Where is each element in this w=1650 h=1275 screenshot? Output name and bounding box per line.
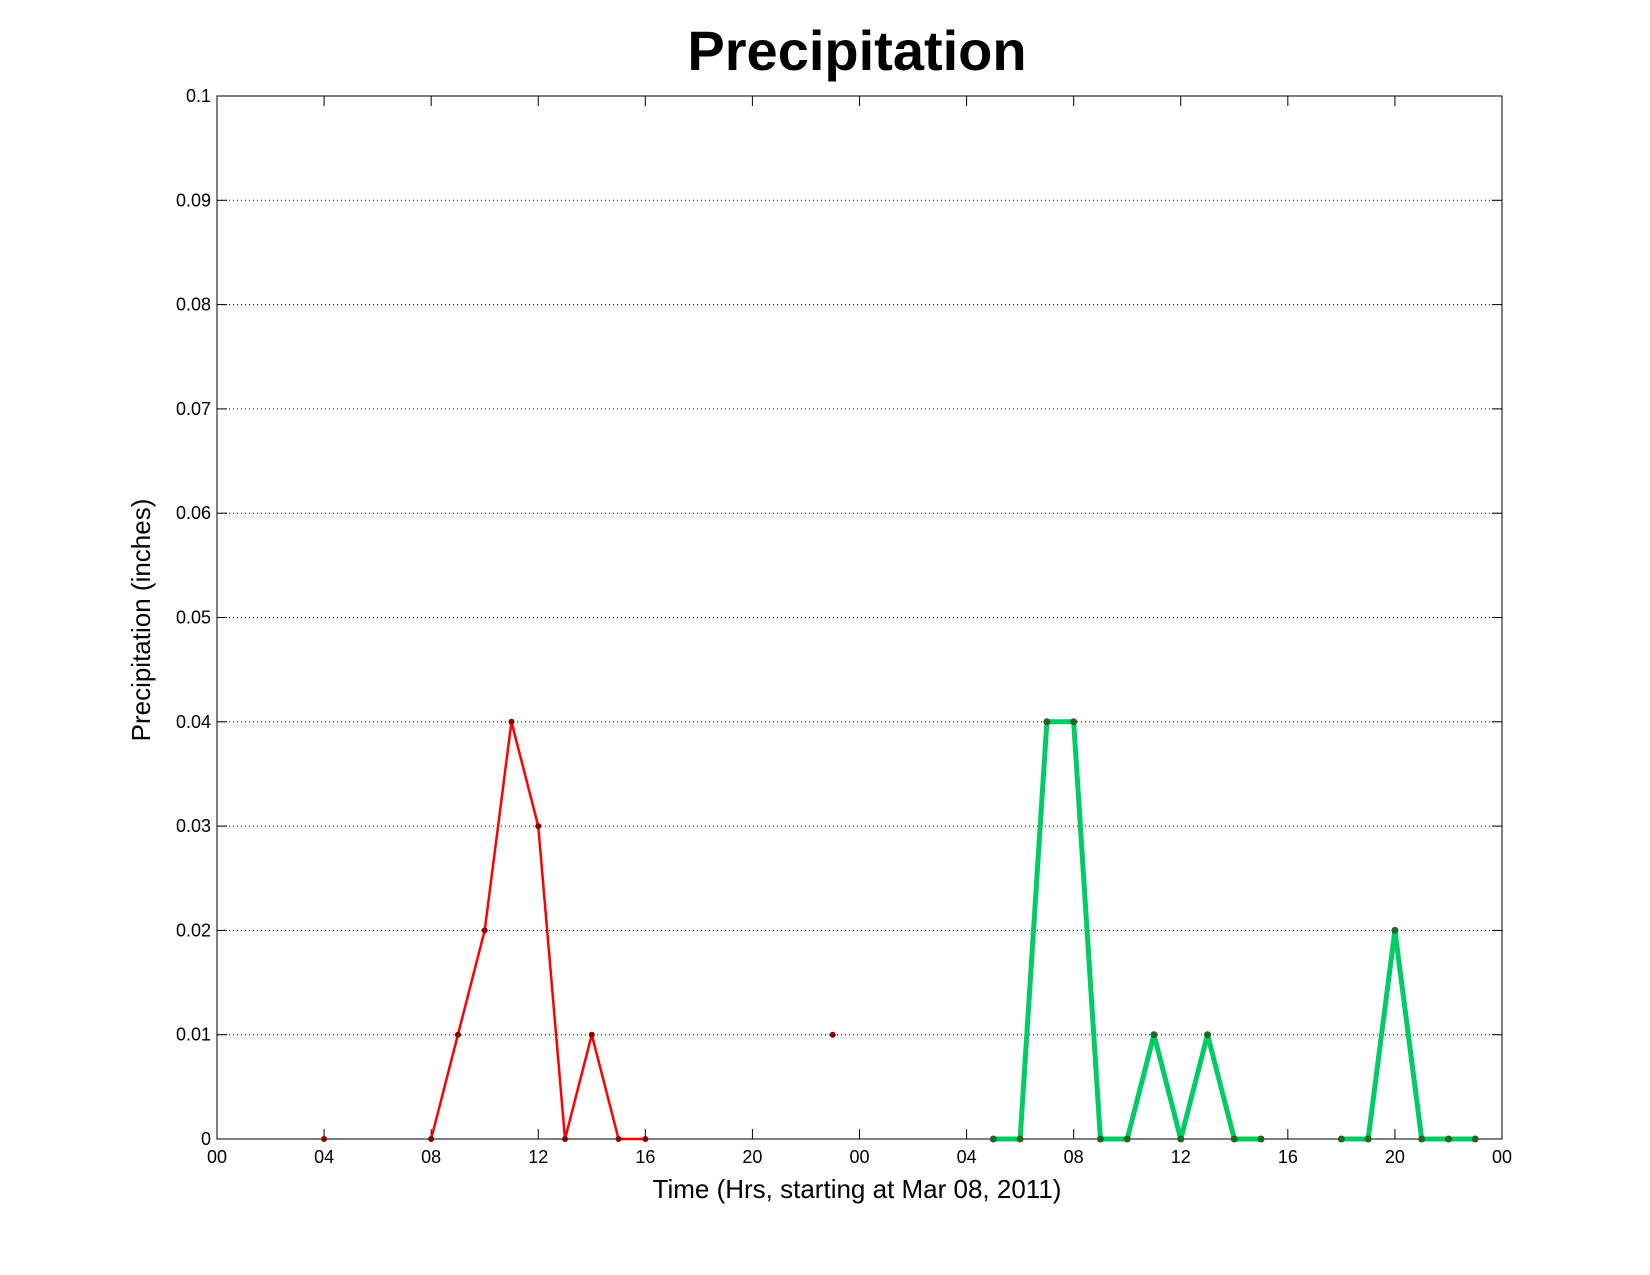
y-tick-label: 0 <box>201 1129 211 1149</box>
series-2-point <box>1471 1135 1479 1143</box>
series-1-point <box>508 718 515 725</box>
x-tick-label: 00 <box>849 1147 869 1167</box>
x-tick-label: 08 <box>1064 1147 1084 1167</box>
x-tick-label: 12 <box>1171 1147 1191 1167</box>
x-tick-label: 12 <box>528 1147 548 1167</box>
x-tick-label: 20 <box>742 1147 762 1167</box>
series-2-point <box>989 1135 997 1143</box>
y-tick-label: 0.05 <box>176 608 211 628</box>
x-tick-label: 20 <box>1385 1147 1405 1167</box>
x-tick-label: 08 <box>421 1147 441 1167</box>
y-axis-title: Precipitation (inches) <box>126 499 156 742</box>
data-series <box>321 718 1479 1143</box>
series-1-point <box>562 1136 569 1142</box>
series-2-point <box>1418 1135 1426 1143</box>
x-axis-title: Time (Hrs, starting at Mar 08, 2011) <box>653 1174 1062 1204</box>
series-2-point <box>1043 718 1051 726</box>
series-2-point <box>1444 1135 1452 1143</box>
series-2-point <box>1391 926 1399 934</box>
series-2-point <box>1123 1135 1131 1143</box>
y-tick-label: 0.03 <box>176 816 211 836</box>
x-tick-label: 16 <box>635 1147 655 1167</box>
y-tick-label: 0.08 <box>176 295 211 315</box>
series-2-line <box>1341 930 1476 1142</box>
series-1 <box>321 718 836 1142</box>
series-2 <box>989 718 1479 1143</box>
y-tick-label: 0.06 <box>176 503 211 523</box>
series-1-point <box>454 1031 461 1038</box>
series-1-point <box>829 1031 836 1038</box>
series-1-point <box>535 823 542 830</box>
series-2-point <box>1096 1135 1104 1143</box>
x-tick-label: 04 <box>314 1147 334 1167</box>
y-tick-label: 0.01 <box>176 1025 211 1045</box>
series-1-point <box>615 1136 622 1142</box>
x-tick-label: 04 <box>957 1147 977 1167</box>
y-tick-label: 0.1 <box>186 86 211 106</box>
chart-title: Precipitation <box>687 19 1026 82</box>
series-2-point <box>1257 1135 1265 1143</box>
series-2-point <box>1070 718 1078 726</box>
series-1-point <box>321 1136 328 1142</box>
series-2-point <box>1150 1031 1158 1039</box>
x-tick-label: 16 <box>1278 1147 1298 1167</box>
series-1-point <box>642 1136 649 1142</box>
axes <box>216 95 1503 1140</box>
series-2-point <box>1177 1135 1185 1143</box>
tick-labels: 0 0.01 0.02 0.03 0.04 0.05 0.06 0.07 0.08 0.09 0.1… <box>176 86 1512 1167</box>
y-tick-label: 0.09 <box>176 190 211 210</box>
y-tick-label: 0.02 <box>176 920 211 940</box>
series-2-point <box>1337 1135 1345 1143</box>
series-1-point <box>588 1031 595 1038</box>
series-2-point <box>1016 1135 1024 1143</box>
y-tick-label: 0.04 <box>176 712 211 732</box>
x-tick-label: 00 <box>207 1147 227 1167</box>
y-tick-label: 0.07 <box>176 399 211 419</box>
series-1-point <box>481 927 488 934</box>
x-tick-label: 00 <box>1492 1147 1512 1167</box>
series-1-point <box>428 1136 435 1142</box>
series-2-point <box>1204 1031 1212 1039</box>
series-2-point <box>1364 1135 1372 1143</box>
series-2-point <box>1230 1135 1238 1143</box>
